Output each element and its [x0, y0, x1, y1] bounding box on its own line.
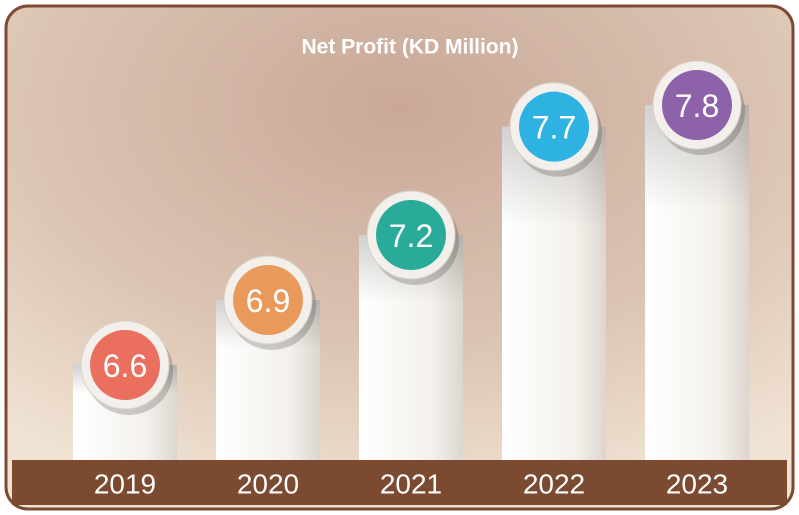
labels: 2019 2020 2021 2022 2023	[94, 469, 728, 500]
chart-title: Net Profit (KD Million)	[302, 36, 519, 59]
x-tick-label: 2022	[523, 469, 585, 500]
x-tick-label: 2019	[94, 469, 156, 500]
value-label: 7.2	[389, 218, 433, 254]
badge	[233, 265, 303, 335]
x-tick-label: 2021	[380, 469, 442, 500]
bars: 6.6 6.9 7.2 7.7 7.8	[73, 60, 749, 461]
value-label: 7.7	[532, 110, 576, 146]
value-label: 7.8	[675, 88, 719, 124]
pillar-shade	[502, 126, 606, 461]
badge	[376, 200, 446, 270]
x-tick-label: 2023	[666, 469, 728, 500]
x-tick-label: 2020	[237, 469, 299, 500]
year-band	[12, 460, 787, 505]
badge	[662, 70, 732, 140]
value-label: 6.9	[246, 283, 290, 319]
badge	[90, 330, 160, 400]
value-label: 6.6	[103, 348, 147, 384]
badge	[519, 91, 589, 162]
pillar-shade	[645, 105, 749, 460]
